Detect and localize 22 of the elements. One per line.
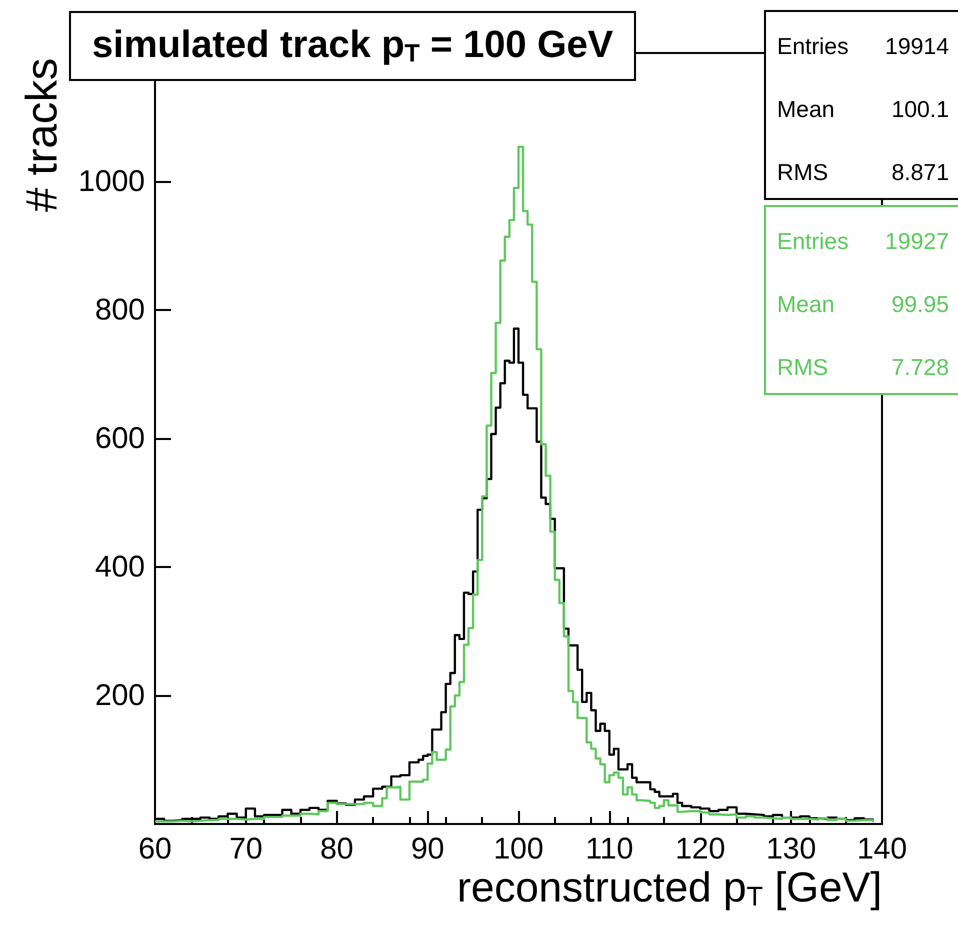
x-tick-label: 80 <box>320 832 354 866</box>
text: RMS 8.871 <box>777 159 949 185</box>
y-tick-label: 800 <box>94 294 145 326</box>
x-tick-label: 90 <box>410 832 444 866</box>
x-tick-label: 110 <box>585 832 634 866</box>
text: Entries 19927 <box>777 228 949 254</box>
y-tick-label: 200 <box>94 679 145 712</box>
text: Mean 99.95 <box>777 291 949 317</box>
x-tick-label: 130 <box>766 832 816 866</box>
x-tick-label: 70 <box>229 832 263 866</box>
x-tick-label: 60 <box>138 832 172 866</box>
x-tick-label: 140 <box>856 832 908 866</box>
y-axis-title: # tracks <box>18 58 66 212</box>
x-tick-label: 100 <box>493 832 544 866</box>
y-tick-label: 600 <box>94 422 145 455</box>
text: RMS 7.728 <box>777 354 949 380</box>
text: Mean 100.1 <box>777 96 949 122</box>
text: Entries 19914 <box>777 33 949 59</box>
y-tick-label: 400 <box>94 550 145 584</box>
y-tick-label: 1000 <box>78 165 145 198</box>
x-tick-label: 120 <box>675 832 726 866</box>
x-axis-title: reconstructed pT [GeV] <box>456 864 882 912</box>
